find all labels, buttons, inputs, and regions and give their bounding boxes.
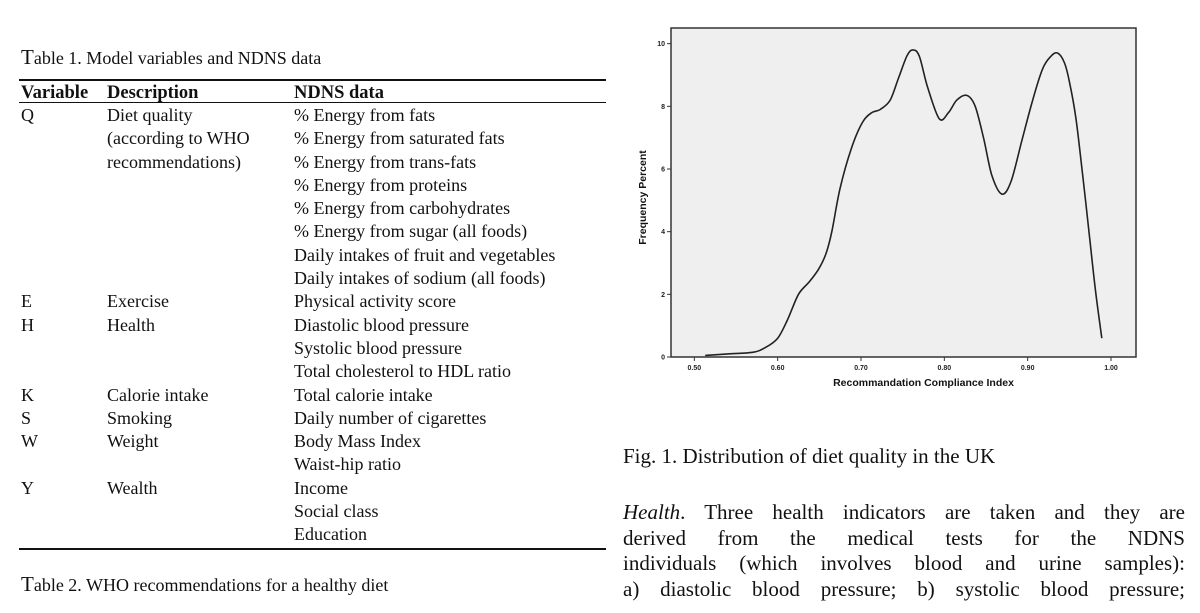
table2-caption: Table 2. WHO recommendations for a healt… bbox=[21, 572, 388, 597]
cell-ndns-data: Total calorie intake bbox=[294, 384, 433, 405]
table1-header-rule bbox=[19, 102, 606, 103]
table-row: % Energy from carbohydrates bbox=[21, 197, 606, 220]
plot-frame bbox=[670, 27, 1137, 358]
table2-caption-prefix: T bbox=[21, 572, 34, 596]
cell-description: Smoking bbox=[107, 407, 173, 428]
table2-caption-text: able 2. WHO recommendations for a health… bbox=[33, 575, 389, 595]
header-ndns-data: NDNS data bbox=[294, 83, 384, 103]
table-row: Daily intakes of sodium (all foods) bbox=[21, 267, 606, 290]
cell-variable: S bbox=[21, 407, 32, 428]
cell-ndns-data: Daily number of cigarettes bbox=[294, 407, 487, 428]
table-row: recommendations) % Energy from trans-fats bbox=[21, 151, 606, 174]
cell-ndns-data: Systolic blood pressure bbox=[294, 337, 462, 358]
table1: Variable Description NDNS data Q Diet qua… bbox=[21, 82, 606, 547]
cell-ndns-data: Education bbox=[294, 524, 367, 545]
x-tick-label: 0.80 bbox=[938, 365, 952, 372]
body-paragraph: Health. Three health indicators are take… bbox=[623, 500, 1185, 602]
cell-ndns-data: Physical activity score bbox=[294, 291, 456, 312]
cell-ndns-data: % Energy from fats bbox=[294, 105, 436, 125]
cell-description: Wealth bbox=[107, 477, 158, 498]
cell-description: Exercise bbox=[107, 291, 169, 312]
table1-body: Q Diet quality% Energy from fats (accordin… bbox=[21, 104, 606, 547]
table-row: Waist-hip ratio bbox=[21, 453, 606, 476]
x-axis-title: Recommandation Compliance Index bbox=[833, 377, 1014, 389]
cell-description: (according to WHO bbox=[107, 128, 250, 149]
cell-ndns-data: % Energy from sugar (all foods) bbox=[294, 221, 528, 242]
table-row: K Calorie intake Total calorie intake bbox=[21, 384, 606, 407]
cell-variable: Y bbox=[21, 477, 34, 498]
table-row: E Exercise Physical activity score bbox=[21, 290, 606, 313]
body-line-2: derived from the medical tests for the N… bbox=[623, 525, 1185, 550]
table1-header-row: Variable Description NDNS data bbox=[21, 82, 606, 104]
y-tick-label: 4 bbox=[661, 229, 665, 236]
table-row: S Smoking Daily number of cigarettes bbox=[21, 407, 606, 430]
cell-variable: E bbox=[21, 291, 32, 312]
diet-quality-chart: 0 2 4 6 8 10 0.50 0.60 0.70 0.80 0.90 1.00 Recomma… bbox=[637, 27, 1137, 389]
figure1-caption: Fig. 1. Distribution of diet quality in … bbox=[623, 444, 996, 468]
y-tick-label: 6 bbox=[661, 167, 665, 174]
x-tick-label: 0.50 bbox=[688, 365, 702, 372]
table-row: Systolic blood pressure bbox=[21, 337, 606, 360]
table1-top-rule bbox=[19, 79, 606, 81]
paragraph-lead: Health bbox=[623, 500, 681, 524]
table-row: Total cholesterol to HDL ratio bbox=[21, 360, 606, 383]
density-curve bbox=[705, 49, 1103, 357]
table-row: Education bbox=[21, 523, 606, 546]
cell-ndns-data: Social class bbox=[294, 501, 379, 522]
table1-caption-text: able 1. Model variables and NDNS data bbox=[33, 48, 322, 68]
cell-variable: Q bbox=[21, 105, 34, 125]
y-tick-label: 0 bbox=[661, 355, 665, 362]
table-row: W Weight Body Mass Index bbox=[21, 430, 606, 453]
cell-variable: W bbox=[21, 431, 38, 452]
table-row: % Energy from proteins bbox=[21, 174, 606, 197]
header-description: Description bbox=[107, 83, 199, 103]
cell-ndns-data: % Energy from carbohydrates bbox=[294, 198, 511, 219]
x-axis-ticks: 0.50 0.60 0.70 0.80 0.90 1.00 bbox=[688, 357, 1118, 372]
y-axis-title: Frequency Percent bbox=[637, 150, 649, 245]
header-variable: Variable bbox=[21, 83, 89, 103]
x-tick-label: 0.70 bbox=[854, 365, 868, 372]
x-tick-label: 0.60 bbox=[771, 365, 785, 372]
cell-description: Calorie intake bbox=[107, 384, 209, 405]
cell-ndns-data: % Energy from trans-fats bbox=[294, 151, 477, 172]
y-axis-ticks: 0 2 4 6 8 10 bbox=[657, 41, 671, 362]
y-tick-label: 8 bbox=[661, 104, 665, 111]
cell-ndns-data: % Energy from proteins bbox=[294, 174, 468, 195]
body-line-4: a) diastolic blood pressure; b) systolic… bbox=[623, 576, 1185, 601]
table1-caption-prefix: T bbox=[21, 45, 34, 69]
cell-ndns-data: Total cholesterol to HDL ratio bbox=[294, 361, 512, 382]
y-tick-label: 10 bbox=[657, 41, 665, 48]
cell-ndns-data: % Energy from saturated fats bbox=[294, 128, 505, 149]
x-tick-label: 0.90 bbox=[1021, 365, 1035, 372]
y-tick-label: 2 bbox=[661, 292, 665, 299]
cell-description: Health bbox=[107, 314, 155, 335]
table-row: Y Wealth Income bbox=[21, 477, 606, 500]
body-line-1: Health. Three health indicators are take… bbox=[623, 500, 1185, 526]
table1-bottom-rule bbox=[19, 548, 606, 550]
cell-ndns-data: Waist-hip ratio bbox=[294, 454, 402, 475]
table-row: Q Diet quality % Energy from fats bbox=[21, 104, 606, 127]
cell-ndns-data: Daily intakes of sodium (all foods) bbox=[294, 268, 546, 289]
body-line-1-text: . Three health indicators are taken and … bbox=[680, 500, 1185, 524]
table1-caption: Table 1. Model variables and NDNS data bbox=[21, 45, 321, 70]
cell-description: recommendations) bbox=[107, 151, 241, 172]
plot-background bbox=[671, 28, 1136, 357]
cell-description: Diet quality bbox=[107, 105, 193, 125]
x-tick-label: 1.00 bbox=[1104, 365, 1118, 372]
cell-ndns-data: Daily intakes of fruit and vegetables bbox=[294, 244, 556, 265]
table-row: % Energy from sugar (all foods) bbox=[21, 220, 606, 243]
table-row: H Health Diastolic blood pressure bbox=[21, 314, 606, 337]
cell-ndns-data: Income bbox=[294, 477, 348, 498]
cell-ndns-data: Diastolic blood pressure bbox=[294, 314, 469, 335]
table-row: (according to WHO % Energy from saturated… bbox=[21, 127, 606, 150]
cell-description: Weight bbox=[107, 431, 159, 452]
cell-ndns-data: Body Mass Index bbox=[294, 431, 421, 452]
table-row: Daily intakes of fruit and vegetables bbox=[21, 244, 606, 267]
cell-variable: H bbox=[21, 314, 34, 335]
table-row: Social class bbox=[21, 500, 606, 523]
cell-variable: K bbox=[21, 384, 34, 405]
body-line-3: individuals (which involves blood and ur… bbox=[623, 551, 1185, 575]
